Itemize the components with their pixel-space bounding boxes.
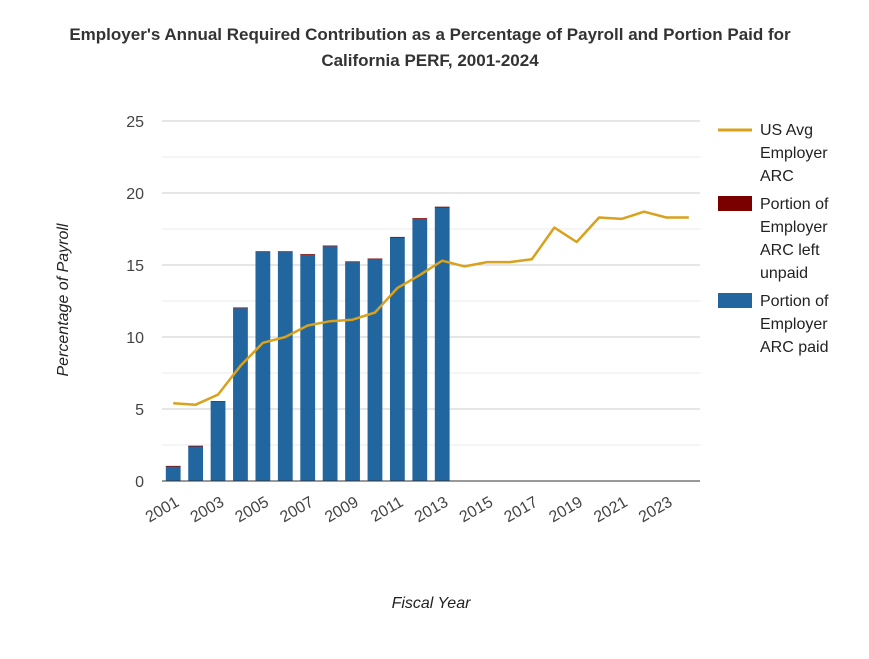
x-tick-label: 2001 (143, 494, 182, 527)
bar-paid (367, 259, 383, 481)
x-tick-label: 2015 (457, 494, 496, 527)
y-tick-label: 25 (126, 114, 144, 131)
bar-paid (389, 237, 405, 481)
bar-unpaid (255, 251, 271, 253)
legend-label: Employer (760, 316, 828, 333)
legend-label: Portion of (760, 293, 829, 310)
x-tick-label: 2005 (233, 494, 272, 527)
y-tick-labels: 0 5 10 15 20 25 (126, 114, 144, 491)
bar-unpaid (233, 307, 248, 309)
bars (165, 206, 450, 482)
bar-paid (233, 308, 248, 481)
line-series (173, 210, 689, 406)
legend-label: ARC (760, 168, 794, 185)
y-tick-label: 0 (135, 474, 144, 491)
bar-paid (434, 207, 450, 481)
y-axis-title: Percentage of Payroll (55, 223, 72, 376)
bar-paid (277, 252, 293, 481)
legend: US Avg Employer ARC Portion of Employer ARC l… (718, 122, 829, 356)
x-tick-label: 2019 (546, 494, 585, 527)
bar-unpaid (322, 245, 338, 247)
y-tick-label: 10 (126, 330, 144, 347)
legend-label: unpaid (760, 265, 808, 282)
bar-paid (345, 262, 360, 481)
bar-unpaid (345, 261, 360, 263)
chart-title: Employer's Annual Required Contribution … (69, 25, 791, 70)
bar-unpaid (389, 236, 405, 238)
bar-unpaid (300, 254, 316, 255)
legend-label: ARC paid (760, 339, 828, 356)
bar-unpaid (434, 206, 450, 208)
bar-paid (188, 446, 204, 481)
legend-swatch-box (718, 196, 752, 211)
y-tick-label: 20 (126, 186, 144, 203)
bar-unpaid (412, 218, 428, 219)
x-tick-label: 2009 (322, 494, 361, 527)
bar-unpaid (277, 251, 293, 253)
x-tick-label: 2011 (368, 494, 406, 526)
x-tick-label: 2003 (188, 494, 227, 527)
x-tick-label: 2007 (277, 494, 316, 527)
x-tick-label: 2013 (412, 494, 451, 527)
bar-paid (210, 401, 226, 481)
legend-label: US Avg (760, 122, 813, 139)
y-tick-label: 15 (126, 258, 144, 275)
bar-unpaid (165, 465, 181, 467)
x-tick-label: 2017 (502, 494, 541, 527)
legend-swatch-box (718, 293, 752, 308)
line-us-avg-arc (173, 210, 689, 406)
bar-unpaid (367, 258, 383, 260)
x-tick-labels: 2001 2003 2005 2007 2009 2011 2013 2015 2017 2019… (143, 494, 676, 527)
bar-paid (412, 218, 428, 482)
bar-unpaid (188, 445, 204, 447)
bar-paid (165, 466, 181, 481)
gridlines (162, 120, 700, 446)
legend-label: Portion of (760, 196, 829, 213)
x-tick-label: 2023 (636, 494, 675, 527)
x-axis-title: Fiscal Year (392, 595, 472, 612)
legend-label: Employer (760, 219, 828, 236)
bar-paid (322, 246, 338, 481)
bar-unpaid (210, 401, 226, 402)
legend-label: ARC left (760, 242, 820, 259)
bar-paid (300, 254, 316, 481)
y-tick-label: 5 (135, 402, 144, 419)
bar-paid (255, 252, 271, 481)
legend-label: Employer (760, 145, 828, 162)
x-tick-label: 2021 (591, 494, 630, 527)
